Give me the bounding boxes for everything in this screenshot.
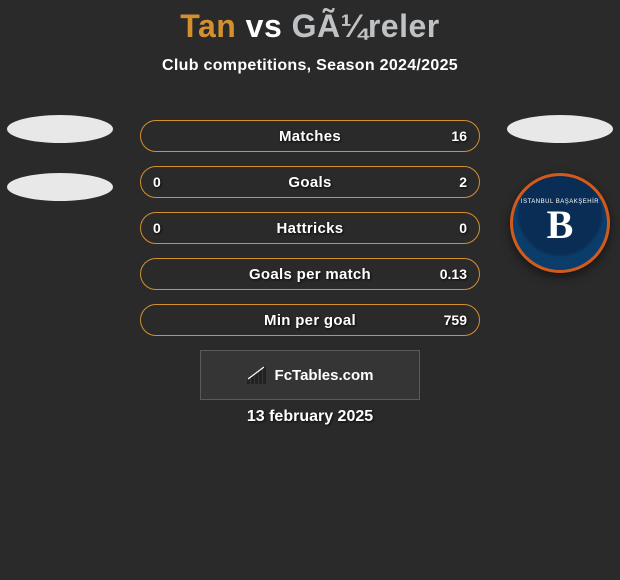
watermark: FcTables.com (200, 350, 420, 400)
stat-row-goals: 0 Goals 2 (140, 166, 480, 198)
stat-right: 759 (437, 312, 467, 328)
left-side-column (5, 115, 115, 201)
stat-left: 0 (153, 174, 183, 190)
stat-right: 0 (437, 220, 467, 236)
stat-label: Matches (141, 128, 479, 145)
subtitle: Club competitions, Season 2024/2025 (0, 57, 620, 75)
bar-chart-icon (247, 366, 269, 384)
stat-right: 0.13 (437, 266, 467, 282)
stat-label: Goals (141, 174, 479, 191)
stat-left: 0 (153, 220, 183, 236)
stat-label: Goals per match (141, 266, 479, 283)
right-side-column: ISTANBUL BAŞAKŞEHİR B (505, 115, 615, 273)
stat-row-hattricks: 0 Hattricks 0 (140, 212, 480, 244)
stat-row-matches: Matches 16 (140, 120, 480, 152)
stat-row-goals-per-match: Goals per match 0.13 (140, 258, 480, 290)
page-title: Tan vs GÃ¼reler (0, 0, 620, 45)
badge-letter: B (547, 205, 574, 245)
stats-container: Matches 16 0 Goals 2 0 Hattricks 0 Goals… (140, 120, 480, 336)
date-label: 13 february 2025 (0, 408, 620, 426)
stat-row-min-per-goal: Min per goal 759 (140, 304, 480, 336)
stat-right: 16 (437, 128, 467, 144)
stat-label: Min per goal (141, 312, 479, 329)
stat-label: Hattricks (141, 220, 479, 237)
player1-club-placeholder (7, 173, 113, 201)
player2-name: GÃ¼reler (292, 8, 440, 44)
vs-label: vs (246, 8, 283, 44)
player1-avatar-placeholder (7, 115, 113, 143)
watermark-text: FcTables.com (275, 367, 374, 384)
stat-right: 2 (437, 174, 467, 190)
player2-avatar-placeholder (507, 115, 613, 143)
player1-name: Tan (180, 8, 236, 44)
player2-club-badge: ISTANBUL BAŞAKŞEHİR B (510, 173, 610, 273)
